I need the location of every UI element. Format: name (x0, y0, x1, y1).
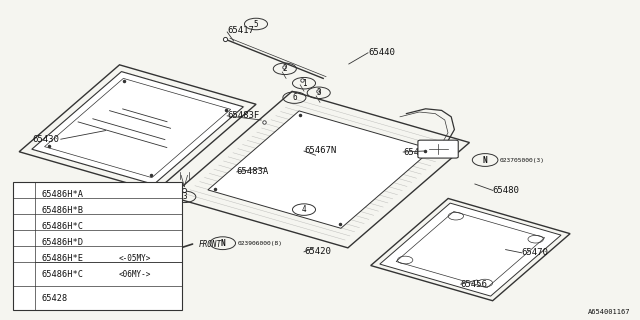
Text: 65420: 65420 (304, 247, 331, 256)
Text: 65486H*C: 65486H*C (42, 270, 84, 279)
Text: 1: 1 (301, 79, 307, 88)
Text: N: N (483, 156, 488, 164)
Text: 65428: 65428 (42, 294, 68, 303)
Text: 65483F: 65483F (227, 111, 259, 120)
Text: 65486H*C: 65486H*C (42, 222, 84, 231)
Text: 2: 2 (282, 64, 287, 73)
Text: 65486H*E: 65486H*E (42, 254, 84, 263)
Text: <06MY->: <06MY-> (118, 270, 151, 279)
Bar (13, 182, 182, 310)
Text: 4: 4 (301, 205, 307, 214)
Text: 65486H*A: 65486H*A (42, 190, 84, 199)
Text: 3: 3 (316, 88, 321, 97)
Text: 4: 4 (24, 239, 28, 245)
Text: 65450: 65450 (403, 148, 430, 156)
Text: 3: 3 (182, 192, 187, 201)
Text: 65467N: 65467N (304, 146, 336, 155)
FancyBboxPatch shape (418, 140, 458, 158)
Text: 3: 3 (24, 223, 28, 229)
Text: 65480: 65480 (493, 186, 520, 195)
Text: 65417: 65417 (227, 26, 254, 35)
Polygon shape (32, 72, 243, 184)
Polygon shape (208, 111, 432, 228)
Text: FRONT: FRONT (198, 240, 221, 249)
Text: <-05MY>: <-05MY> (118, 254, 151, 263)
Text: 023705000(3): 023705000(3) (500, 157, 545, 163)
Text: 5: 5 (253, 20, 259, 28)
Text: 65486H*B: 65486H*B (42, 206, 84, 215)
Text: 65430: 65430 (32, 135, 59, 144)
Text: 5: 5 (24, 255, 28, 261)
Text: 023906000(8): 023906000(8) (237, 241, 282, 246)
Text: 65483A: 65483A (237, 167, 269, 176)
Text: 65470: 65470 (522, 248, 548, 257)
Text: A654001167: A654001167 (588, 309, 630, 315)
Text: 2: 2 (24, 207, 28, 213)
Text: 6: 6 (24, 295, 28, 301)
Text: 65486H*D: 65486H*D (42, 238, 84, 247)
Text: 65456: 65456 (461, 280, 488, 289)
Text: 1: 1 (24, 191, 28, 197)
Text: 65440: 65440 (368, 48, 395, 57)
Polygon shape (380, 203, 561, 296)
Text: N: N (220, 239, 225, 248)
Text: 65471: 65471 (130, 191, 157, 200)
Text: 6: 6 (292, 93, 297, 102)
